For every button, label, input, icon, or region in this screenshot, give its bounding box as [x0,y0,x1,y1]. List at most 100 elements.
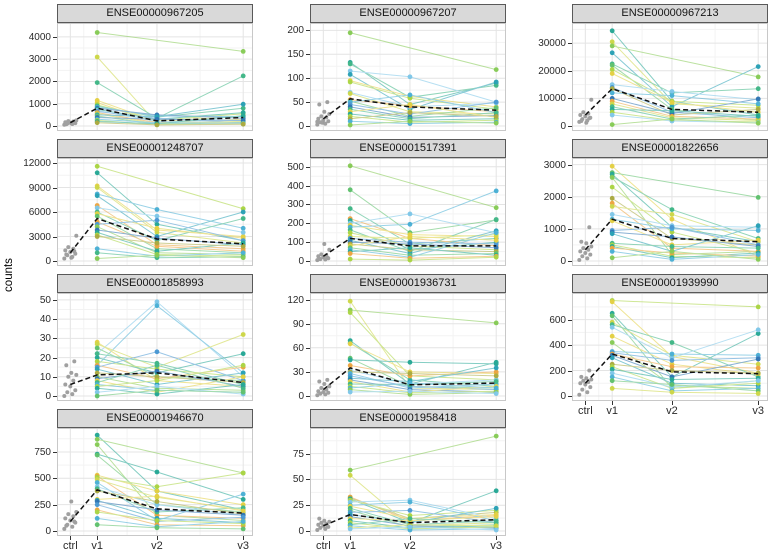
y-tick-label: 30 [292,366,304,378]
mean-line [584,87,759,116]
y-tick-label: 1000 [28,98,51,110]
y-tick-label: 200 [287,218,304,230]
y-tick-label: 500 [287,161,304,173]
y-tick-mark [53,478,57,480]
y-tick-label: 1000 [543,223,566,235]
y-tick-mark [306,371,310,373]
y-tick-label: 0 [298,526,304,537]
mean-line [322,237,497,257]
y-tick-mark [53,261,57,262]
ctrl-points [315,377,332,398]
x-tick-label: v3 [237,540,249,549]
mean-line [322,367,497,391]
y-tick-label: 4000 [28,31,51,43]
y-tick-mark [568,261,572,262]
facet-strip-title: ENSE00001517391 [310,139,506,158]
ctrl-points [577,97,594,125]
series-points [347,30,499,128]
y-tick-mark [306,261,310,262]
facet-plot-area [57,293,253,401]
mean-line [323,513,497,527]
y-tick-mark [53,36,57,38]
ctrl-points [577,225,594,262]
y-tick-label: 400 [549,340,566,352]
y-tick-label: 400 [287,180,304,192]
y-tick-mark [568,98,572,100]
y-tick-label: 120 [287,294,304,306]
y-tick-mark [568,370,572,372]
x-tick-label: v1 [344,540,356,549]
x-tick-mark [496,536,498,540]
y-tick-mark [306,30,310,32]
y-tick-mark [53,451,57,453]
y-tick-mark [306,479,310,481]
x-tick-mark [243,536,245,540]
y-tick-mark [53,319,57,321]
x-tick-mark [585,401,587,405]
x-tick-label: v1 [91,540,103,549]
facet-plot-area [57,158,253,266]
facet-plot-area [310,428,506,536]
x-tick-label: v3 [752,405,764,417]
ctrl-points [62,499,79,531]
y-tick-label: 2000 [28,76,51,88]
y-tick-label: 200 [287,25,304,37]
mean-line [584,353,759,384]
x-tick-mark [97,536,99,540]
y-tick-mark [53,81,57,83]
y-tick-mark [568,43,572,45]
y-tick-label: 200 [549,365,566,377]
y-tick-mark [306,531,310,532]
y-tick-mark [568,70,572,72]
series-points [609,28,761,127]
x-tick-label: v1 [606,405,618,417]
x-tick-label: v3 [490,540,502,549]
y-tick-mark [306,78,310,80]
y-tick-label: 0 [298,256,304,267]
y-tick-mark [306,453,310,455]
facet-plot-area [310,158,506,266]
y-tick-mark [568,228,572,230]
y-tick-mark [568,164,572,166]
y-tick-label: 10000 [538,93,566,105]
y-tick-mark [306,299,310,301]
y-tick-label: 500 [34,473,51,485]
facet-strip-title: ENSE00001939990 [572,274,768,293]
y-tick-label: 0 [298,391,304,402]
y-tick-label: 100 [287,73,304,85]
y-tick-label: 60 [292,342,304,354]
facet-strip-title: ENSE00001936731 [310,274,506,293]
y-tick-mark [53,357,57,359]
mean-line [584,218,759,251]
y-tick-label: 40 [39,314,51,326]
x-tick-mark [671,401,673,405]
series-points [94,163,246,261]
y-tick-label: 300 [287,199,304,211]
y-tick-mark [306,54,310,56]
ctrl-points [315,242,332,263]
y-tick-mark [306,166,310,168]
x-tick-mark [156,536,158,540]
y-tick-mark [568,126,572,127]
y-tick-label: 20000 [538,65,566,77]
y-tick-label: 25 [292,500,304,512]
y-tick-label: 20 [39,352,51,364]
ctrl-points [62,233,79,261]
facet-plot-area [310,23,506,131]
y-tick-label: 100 [287,237,304,249]
x-tick-label: v2 [666,405,678,417]
y-tick-label: 150 [287,49,304,61]
facet-plot-area [572,23,768,131]
series-points [94,432,246,532]
mean-line [69,489,244,522]
facet-strip-title: ENSE00001822656 [572,139,768,158]
y-tick-label: 30 [39,333,51,345]
y-tick-mark [568,345,572,347]
x-tick-mark [612,401,614,405]
facet-strip-title: ENSE00001958418 [310,409,506,428]
x-tick-mark [323,536,325,540]
x-tick-mark [758,401,760,405]
y-tick-mark [53,126,57,127]
ctrl-points [577,368,594,397]
